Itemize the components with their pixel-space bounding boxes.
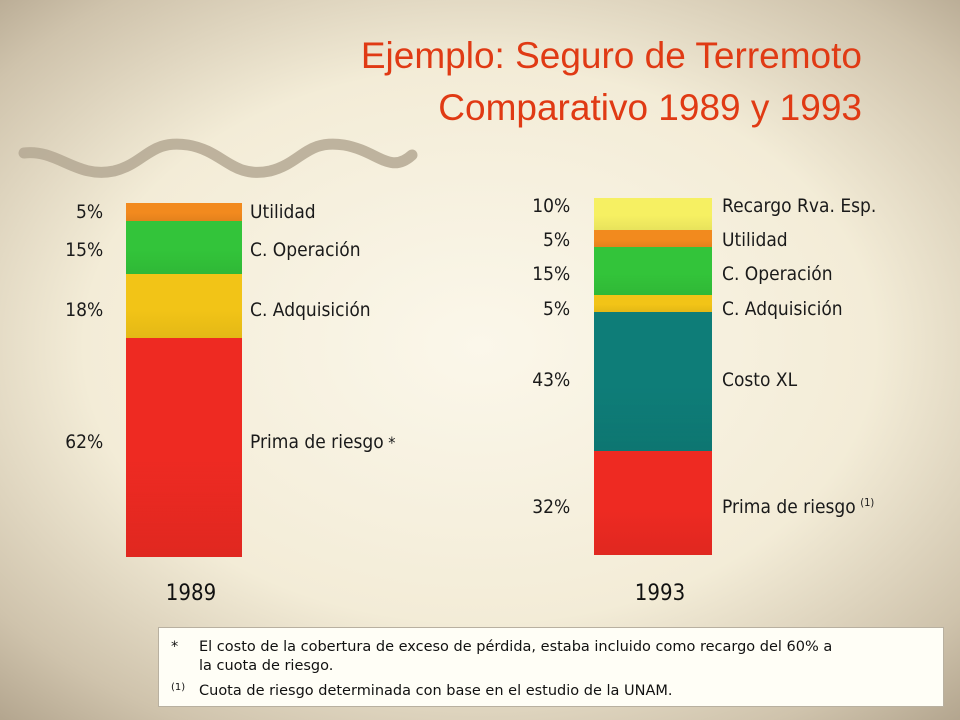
percent-label-1993-utilidad: 5% <box>542 229 570 251</box>
segment-label-text: Utilidad <box>250 201 316 223</box>
year-label-1989: 1989 <box>165 581 217 606</box>
title-line-1: Ejemplo: Seguro de Terremoto <box>360 35 862 76</box>
bar-1989-segment-operacion <box>126 220 242 274</box>
segment-label-text: C. Adquisición <box>722 298 843 320</box>
segment-label-text: C. Adquisición <box>250 299 371 321</box>
bar-1993-segment-operacion <box>594 246 712 296</box>
percent-label-1993-costo-xl: 43% <box>531 369 570 391</box>
segment-label-text: Recargo Rva. Esp. <box>722 195 877 217</box>
percent-label-1989-prima: 62% <box>64 431 103 453</box>
footnote-2-mark: (1) <box>171 682 186 693</box>
title-line-2: Comparativo 1989 y 1993 <box>438 87 862 128</box>
bar-1989-segment-prima <box>126 337 242 557</box>
footnote-1-line-2: la cuota de riesgo. <box>199 658 334 674</box>
bar-1993-segment-utilidad <box>594 230 712 247</box>
segment-label-1989-adquisicion: C. Adquisición <box>250 298 371 322</box>
percent-label-1989-adquisicion: 18% <box>64 299 103 321</box>
segment-label-marker: * <box>388 433 396 452</box>
percent-label-1989-operacion: 15% <box>64 239 103 261</box>
segment-label-1993-utilidad: Utilidad <box>722 228 788 252</box>
year-label-1993: 1993 <box>634 581 686 606</box>
segment-label-text: Costo XL <box>722 369 798 391</box>
bar-1993-segment-recargo <box>594 198 712 231</box>
footnote-1-mark: * <box>171 639 179 655</box>
bar-1989-segment-adquisicion <box>126 273 242 338</box>
bar-1993-segment-costo-xl <box>594 311 712 452</box>
segment-label-text: Prima de riesgo <box>250 431 384 453</box>
segment-label-1993-costo-xl: Costo XL <box>722 368 797 392</box>
bar-1993-segment-adquisicion <box>594 295 712 312</box>
slide-title: Ejemplo: Seguro de Terremoto Comparativo… <box>361 30 862 134</box>
segment-label-1993-operacion: C. Operación <box>722 262 833 286</box>
segment-label-marker: (1) <box>860 495 875 509</box>
percent-label-1993-operacion: 15% <box>531 263 570 285</box>
segment-label-1989-prima: Prima de riesgo * <box>250 430 395 455</box>
percent-label-1989-utilidad: 5% <box>75 201 103 223</box>
segment-label-text: C. Operación <box>722 263 833 285</box>
decorative-wave-icon <box>18 138 418 178</box>
segment-label-1993-recargo: Recargo Rva. Esp. <box>722 194 876 218</box>
segment-label-1989-utilidad: Utilidad <box>250 200 316 224</box>
percent-label-1993-adquisicion: 5% <box>542 298 570 320</box>
percent-label-1993-prima: 32% <box>531 496 570 518</box>
segment-label-1993-adquisicion: C. Adquisición <box>722 297 843 321</box>
footnote-1-line-1: El costo de la cobertura de exceso de pé… <box>199 639 833 655</box>
footnote-2-line-1: Cuota de riesgo determinada con base en … <box>199 683 673 699</box>
segment-label-1993-prima: Prima de riesgo (1) <box>722 495 874 519</box>
bar-1989-segment-utilidad <box>126 203 242 221</box>
percent-label-1993-recargo: 10% <box>531 195 570 217</box>
segment-label-text: C. Operación <box>250 239 361 261</box>
segment-label-1989-operacion: C. Operación <box>250 238 361 262</box>
segment-label-text: Utilidad <box>722 229 788 251</box>
bar-1993-segment-prima <box>594 451 712 555</box>
segment-label-text: Prima de riesgo <box>722 496 856 518</box>
footnotes-box: * El costo de la cobertura de exceso de … <box>158 627 944 707</box>
